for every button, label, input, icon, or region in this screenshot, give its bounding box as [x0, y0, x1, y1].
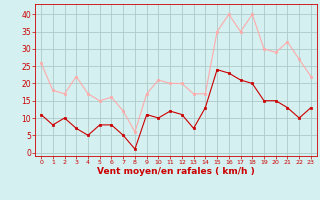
X-axis label: Vent moyen/en rafales ( km/h ): Vent moyen/en rafales ( km/h ) [97, 167, 255, 176]
